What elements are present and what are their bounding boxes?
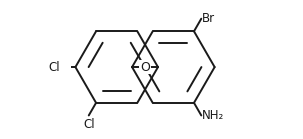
Text: NH₂: NH₂ — [202, 109, 224, 122]
Text: O: O — [140, 61, 150, 74]
Text: Cl: Cl — [48, 61, 60, 74]
Text: Cl: Cl — [83, 118, 95, 131]
Text: Br: Br — [202, 12, 215, 25]
